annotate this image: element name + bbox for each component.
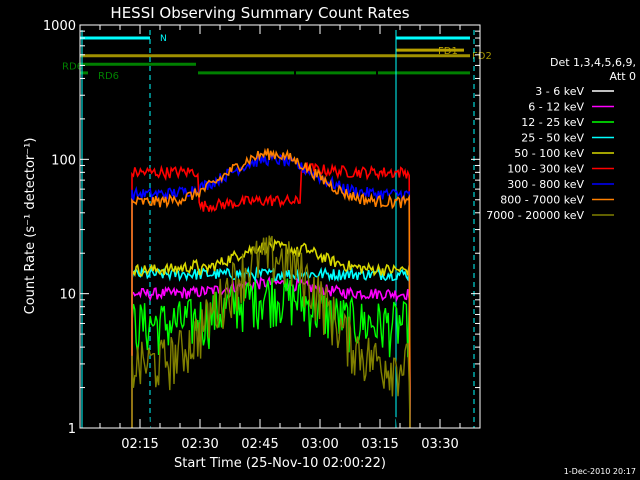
legend-header: Att 0 (610, 70, 636, 83)
series-line (131, 274, 411, 429)
x-tick-label: 02:30 (181, 437, 218, 452)
legend-label: 25 - 50 keV (521, 132, 584, 145)
y-tick-label: 1 (68, 422, 76, 437)
x-tick-label: 03:30 (421, 437, 458, 452)
x-tick-label: 02:45 (241, 437, 278, 452)
y-tick-label: 10 (59, 288, 76, 303)
y-axis: 1 10 100 1000 (43, 19, 480, 437)
legend-label: 6 - 12 keV (528, 101, 584, 114)
flag-label: N (160, 34, 167, 44)
legend: Det 1,3,4,5,6,9,Att 0 3 - 6 keV 6 - 12 keV… (486, 56, 636, 222)
flags-layer: N FD1 FD2 RD6 RD6 (62, 34, 492, 82)
x-tick-label: 03:00 (301, 437, 338, 452)
legend-label: 3 - 6 keV (535, 85, 584, 98)
legend-label: 7000 - 20000 keV (486, 209, 584, 222)
flag-label: RD6 (98, 71, 119, 82)
legend-header: Det 1,3,4,5,6,9, (550, 56, 636, 69)
date-stamp: 1-Dec-2010 20:17 (564, 467, 636, 476)
series-line (131, 162, 411, 429)
x-axis: 02:15 02:30 02:45 03:00 03:15 03:30 (99, 25, 481, 452)
flag-label: FD1 (438, 46, 458, 57)
x-axis-label: Start Time (25-Nov-10 02:00:22) (174, 456, 386, 471)
y-axis-label: Count Rate (s⁻¹ detector⁻¹) (23, 138, 38, 315)
series-line (131, 235, 411, 429)
chart-title: HESSI Observing Summary Count Rates (110, 4, 409, 22)
series-line (131, 275, 411, 429)
y-tick-label: 100 (51, 153, 76, 168)
legend-label: 12 - 25 keV (521, 116, 584, 129)
series-line (131, 238, 411, 429)
series-line (131, 147, 411, 429)
y-tick-label: 1000 (43, 19, 76, 34)
flag-label: FD2 (472, 51, 492, 62)
legend-label: 800 - 7000 keV (500, 194, 584, 207)
legend-label: 100 - 300 keV (507, 163, 584, 176)
x-tick-label: 03:15 (361, 437, 398, 452)
legend-label: 300 - 800 keV (507, 178, 584, 191)
legend-label: 50 - 100 keV (514, 147, 584, 160)
flag-label: RD6 (62, 61, 83, 72)
x-tick-label: 02:15 (121, 437, 158, 452)
series-layer (131, 147, 411, 460)
